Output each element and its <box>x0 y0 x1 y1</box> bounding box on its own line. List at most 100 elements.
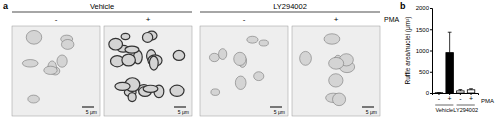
bar <box>467 90 474 93</box>
x-tick: - <box>459 93 462 102</box>
y-tick-mark <box>430 29 432 30</box>
micrograph-frame <box>12 26 100 116</box>
micrograph-frame <box>200 26 288 116</box>
cell <box>109 38 123 50</box>
x-tick-label: + <box>469 95 473 102</box>
cell <box>121 33 130 39</box>
y-tick-label: 2000 <box>416 5 430 11</box>
y-axis: 0 500 1000 1500 2000 <box>416 5 433 96</box>
y-tick-mark <box>430 51 432 52</box>
y-tick: 500 <box>419 69 432 75</box>
y-tick: 2000 <box>416 5 432 11</box>
y-tick-label: 0 <box>426 90 430 96</box>
condition-label: LY294002 <box>273 2 307 11</box>
cell <box>329 57 344 69</box>
cell <box>143 85 158 92</box>
group-label: LY294002 <box>453 107 478 113</box>
cell <box>254 72 264 81</box>
y-axis-line <box>430 9 433 94</box>
cell <box>142 32 152 42</box>
micrograph-frame <box>104 26 192 116</box>
y-tick-label: 1000 <box>416 48 430 54</box>
x-tick-label: - <box>438 95 441 102</box>
cell <box>235 76 246 89</box>
x-tick-label: + <box>448 95 452 102</box>
scale-bar-label: 5 μm <box>366 109 377 115</box>
micrograph-frame <box>292 26 380 116</box>
x-axis: -+-+ <box>433 93 479 102</box>
cell <box>259 40 268 46</box>
error-bar <box>449 32 450 52</box>
error-cap <box>437 92 441 93</box>
panel-label: b <box>400 1 406 11</box>
scale-bar-label: 5 μm <box>274 109 285 115</box>
plot-marks <box>435 32 475 93</box>
scale-bar-label: 5 μm <box>86 109 97 115</box>
cell <box>329 74 343 87</box>
cell <box>234 52 246 65</box>
bar <box>446 53 453 93</box>
micrograph: 5 μm <box>292 26 380 116</box>
condition-line <box>200 12 380 13</box>
scale-bar <box>174 107 186 108</box>
cell <box>22 60 38 68</box>
x-axis-title: PMA <box>481 98 494 104</box>
cell <box>44 66 57 74</box>
pma-sign: - <box>243 15 246 24</box>
scale-bar-label: 5 μm <box>178 109 189 115</box>
micrograph: 5 μm <box>200 26 288 116</box>
y-tick: 1000 <box>416 48 432 54</box>
y-tick-label: 1500 <box>416 27 430 33</box>
cell <box>128 93 136 102</box>
x-tick: + <box>448 93 452 102</box>
cell <box>61 39 73 49</box>
panel-label: a <box>3 1 9 11</box>
panel-b: b0500100015002000-+-+PMAVehicleLY294002R… <box>400 1 494 113</box>
y-tick-mark <box>430 8 432 9</box>
cell <box>28 95 40 103</box>
y-tick-mark <box>430 72 432 73</box>
bar <box>435 92 442 93</box>
x-tick: + <box>469 93 473 102</box>
bar <box>457 91 464 93</box>
cell <box>300 51 312 65</box>
cell <box>122 54 135 66</box>
condition-label: Vehicle <box>90 2 114 11</box>
cell <box>333 93 346 106</box>
cell <box>247 36 258 43</box>
cell <box>324 34 340 44</box>
pma-label: PMA <box>384 16 400 23</box>
error-cap <box>469 88 473 89</box>
group-label: Vehicle <box>435 107 453 113</box>
cell <box>173 50 185 60</box>
cell <box>149 56 158 70</box>
y-tick-label: 500 <box>419 69 430 75</box>
condition-line <box>12 12 192 13</box>
pma-sign: + <box>146 15 151 24</box>
panel-a: a Vehicle LY294002 - + - + PMA 5 μm 5 μm 5 μm 5 μm <box>3 1 400 116</box>
cell <box>219 49 227 60</box>
y-tick-mark <box>430 93 432 94</box>
micrograph: 5 μm <box>12 26 100 116</box>
pma-sign: - <box>55 15 58 24</box>
cell <box>209 53 219 61</box>
y-axis-title: Ruffle area/nuclei (μm²) <box>404 17 412 85</box>
error-cap <box>448 32 452 33</box>
pma-sign: + <box>334 15 339 24</box>
y-tick: 0 <box>426 90 432 96</box>
cell <box>26 30 42 44</box>
error-cap <box>458 89 462 90</box>
x-tick-label: - <box>459 95 462 102</box>
x-tick: - <box>438 93 441 102</box>
group-line <box>457 105 475 106</box>
scale-bar <box>270 107 282 108</box>
figure: aVehicleLY294002-+-+PMA5 μm5 μm5 μm5 μmb… <box>0 0 500 120</box>
cell <box>57 55 67 67</box>
cell <box>170 85 184 96</box>
cell <box>211 89 220 96</box>
group-line <box>435 105 453 106</box>
y-tick: 1500 <box>416 27 432 33</box>
cell <box>115 82 130 90</box>
micrograph: 5 μm <box>104 26 192 116</box>
scale-bar <box>82 107 94 108</box>
